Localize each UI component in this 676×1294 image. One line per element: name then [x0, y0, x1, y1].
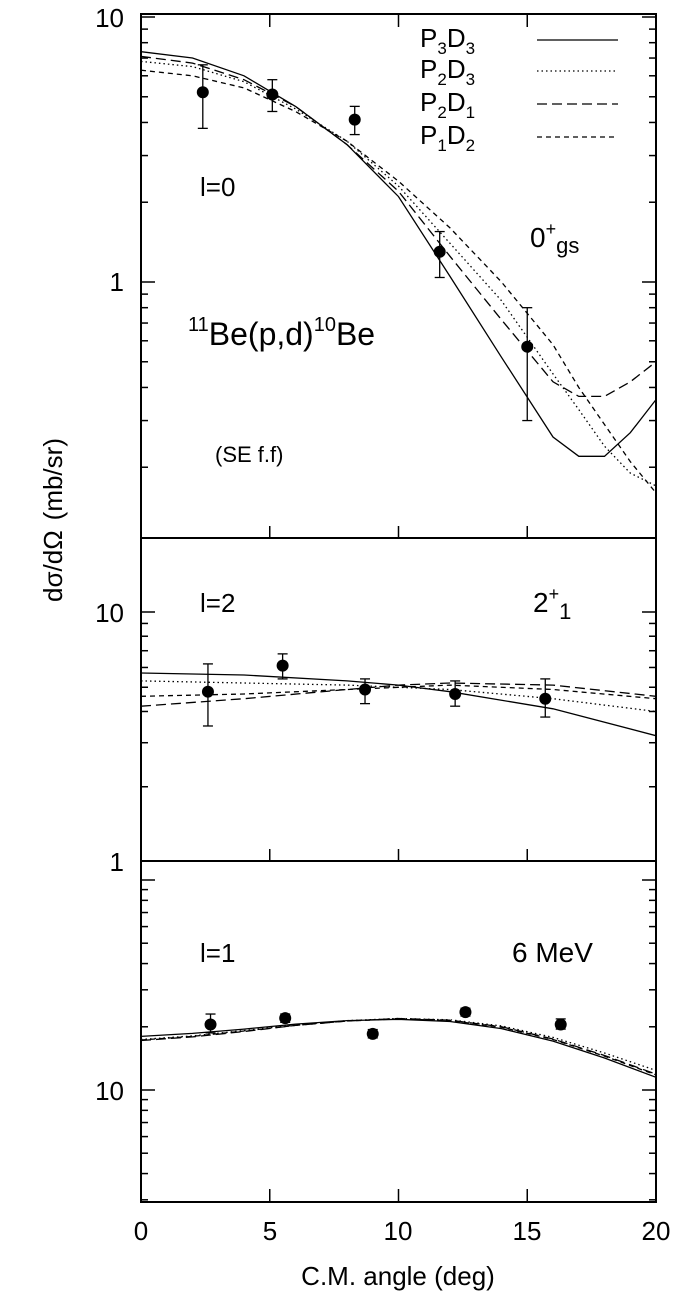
bottom-l-label: l=1 [200, 938, 235, 968]
data-point [449, 687, 462, 700]
data-point [366, 1027, 379, 1040]
data-point [539, 692, 552, 705]
xtick-10: 10 [384, 1216, 413, 1246]
xtick-5: 5 [263, 1216, 277, 1246]
y-axis-label-main: dσ/dΩ [38, 530, 68, 602]
panel-annotations: l=0 0+gs 11Be(p,d)10Be (SE f.f) l=2 2+1 … [188, 172, 593, 968]
data-point [276, 659, 289, 672]
data-point [279, 1012, 292, 1025]
legend-entry-p3d3: P3D3 [420, 23, 618, 58]
formfactor-label: (SE f.f) [215, 442, 283, 467]
panel-middle-frame [140, 537, 657, 862]
curve-p1d2 [141, 1018, 656, 1076]
ytick-middle-10: 10 [95, 598, 124, 628]
legend-entry-p2d3: P2D3 [420, 54, 618, 89]
reaction-label: 11Be(p,d)10Be [188, 314, 375, 352]
data-point [266, 88, 279, 101]
ytick-top-10: 10 [95, 3, 124, 33]
ytick-top-1: 1 [110, 267, 124, 297]
curve-p1d2 [141, 69, 656, 494]
xtick-20: 20 [642, 1216, 671, 1246]
middle-curves [141, 672, 656, 737]
data-point [348, 113, 361, 126]
legend-label: P2D1 [420, 87, 475, 122]
xtick-0: 0 [134, 1216, 148, 1246]
curve-p1d2 [141, 684, 656, 700]
curve-p2d3 [141, 60, 656, 487]
legend-label: P1D2 [420, 120, 475, 155]
data-point [359, 683, 372, 696]
curve-p3d3 [141, 1018, 656, 1078]
legend: P3D3 P2D3 P2D1 P1D2 [420, 23, 618, 155]
middle-state-label: 2+1 [533, 584, 571, 624]
curve-p2d1 [141, 1017, 656, 1075]
top-l-label: l=0 [200, 172, 235, 202]
data-point [433, 245, 446, 258]
axis-ticks [140, 14, 657, 1202]
ytick-bottom-10: 10 [95, 1076, 124, 1106]
y-axis-label: dσ/dΩ (mb/sr) [38, 438, 68, 602]
y-axis-label-unit: (mb/sr) [38, 438, 68, 520]
curve-p3d3 [141, 51, 656, 457]
ytick-middle-1: 1 [110, 847, 124, 877]
bottom-curves [141, 1017, 656, 1078]
curve-p2d3 [141, 1017, 656, 1072]
y-tick-labels: 10 1 10 1 10 [95, 3, 124, 1106]
curve-p2d3 [141, 680, 656, 713]
legend-entry-p1d2: P1D2 [420, 120, 618, 155]
top-curves [141, 51, 656, 494]
top-state-label: 0+gs [530, 219, 579, 258]
legend-entry-p2d1: P2D1 [420, 87, 618, 122]
data-point [554, 1018, 567, 1031]
theory-curves [141, 51, 656, 1078]
data-point [521, 340, 534, 353]
data-point [201, 685, 214, 698]
curve-p2d1 [141, 55, 656, 398]
data-point [204, 1018, 217, 1031]
middle-l-label: l=2 [200, 588, 235, 618]
xtick-15: 15 [513, 1216, 542, 1246]
curve-p2d1 [141, 682, 656, 707]
bottom-state-label: 6 MeV [512, 937, 593, 968]
data-point [196, 86, 209, 99]
legend-label: P2D3 [420, 54, 475, 89]
legend-label: P3D3 [420, 23, 475, 58]
data-points [196, 64, 567, 1040]
x-tick-labels: 0 5 10 15 20 [134, 1216, 671, 1246]
x-axis-label: C.M. angle (deg) [301, 1261, 495, 1291]
data-point [459, 1006, 472, 1019]
